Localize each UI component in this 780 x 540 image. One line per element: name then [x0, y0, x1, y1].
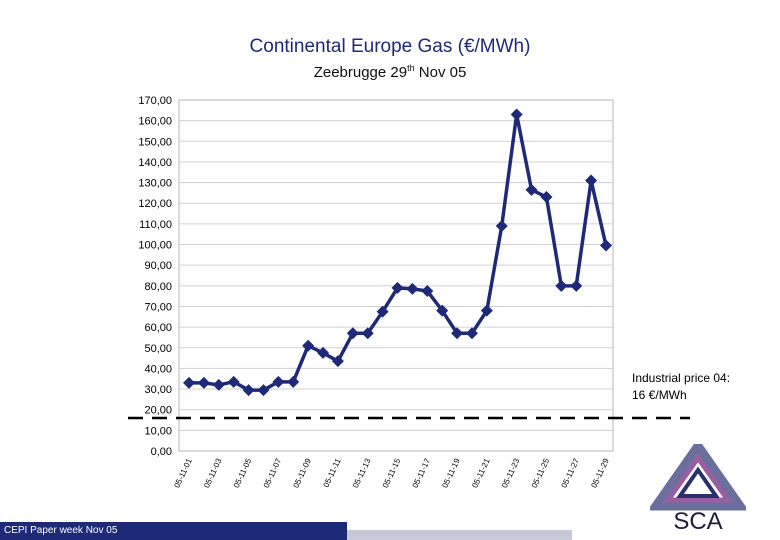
y-tick-label: 90,00 — [144, 260, 172, 272]
y-tick-label: 10,00 — [144, 425, 172, 437]
footer-text: CEPI Paper week Nov 05 — [4, 525, 118, 536]
data-point — [421, 284, 434, 297]
x-tick-label: 05-11-01 — [172, 457, 194, 490]
x-tick-label: 05-11-11 — [322, 457, 343, 489]
y-tick-label: 60,00 — [144, 322, 172, 334]
y-tick-label: 170,00 — [138, 95, 172, 107]
data-point — [183, 376, 195, 389]
x-tick-label: 05-11-25 — [530, 457, 552, 490]
data-point — [451, 327, 464, 340]
sca-logo-text: SCA — [673, 508, 722, 532]
data-point — [436, 304, 449, 317]
x-tick-label: 05-11-29 — [589, 457, 611, 490]
y-tick-label: 30,00 — [144, 384, 172, 396]
data-point — [585, 174, 598, 187]
y-axis-ticks: 0,00 10,00 20,00 30,00 40,00 50,00 60,00 70,00 8… — [138, 95, 172, 458]
grid-lines — [179, 120, 613, 431]
plot-frame — [178, 99, 614, 452]
subtitle-sup: th — [407, 63, 415, 73]
y-tick-label: 140,00 — [138, 157, 172, 169]
annotation-line-1: Industrial price 04: — [632, 371, 731, 385]
data-point — [525, 183, 538, 196]
y-tick-label: 70,00 — [144, 301, 172, 313]
data-point — [495, 219, 508, 232]
chart-subtitle: Zeebrugge 29th Nov 05 — [0, 63, 780, 81]
data-point — [361, 327, 374, 340]
footer-bar — [0, 522, 347, 540]
data-point — [257, 384, 270, 397]
data-point — [570, 279, 583, 292]
data-point — [197, 376, 210, 389]
data-point — [242, 384, 255, 397]
data-point — [272, 375, 285, 388]
y-tick-label: 20,00 — [144, 405, 172, 417]
data-point — [346, 327, 359, 340]
x-tick-label: 05-11-03 — [202, 457, 224, 490]
data-point — [600, 239, 612, 252]
industrial-price-annotation: Industrial price 04: 16 €/MWh — [632, 370, 730, 404]
x-tick-label: 05-11-05 — [232, 457, 254, 490]
y-tick-label: 80,00 — [144, 281, 172, 293]
x-tick-label: 05-11-17 — [411, 457, 433, 490]
x-tick-label: 05-11-15 — [381, 457, 403, 490]
data-point — [331, 355, 344, 368]
data-point — [540, 191, 553, 204]
x-tick-label: 05-11-09 — [292, 457, 314, 490]
data-point — [302, 339, 315, 352]
x-axis-ticks: 05-11-01 05-11-03 05-11-05 05-11-07 05-11-09… — [172, 457, 611, 490]
subtitle-main: Zeebrugge 29 — [313, 64, 408, 81]
y-tick-label: 40,00 — [144, 363, 172, 375]
data-point — [227, 375, 240, 388]
y-tick-label: 110,00 — [139, 219, 172, 231]
y-tick-label: 0,00 — [151, 446, 172, 458]
data-point — [406, 282, 419, 295]
data-point — [317, 346, 330, 359]
data-point — [465, 327, 478, 340]
x-tick-label: 05-11-27 — [560, 457, 582, 490]
annotation-line-2: 16 €/MWh — [632, 388, 687, 402]
y-tick-label: 50,00 — [144, 343, 172, 355]
x-tick-label: 05-11-19 — [440, 457, 462, 490]
x-tick-label: 05-11-21 — [470, 457, 492, 490]
x-tick-label: 05-11-23 — [500, 457, 522, 490]
y-tick-label: 120,00 — [138, 198, 172, 210]
data-point — [555, 279, 568, 292]
data-point — [376, 305, 389, 318]
y-tick-label: 150,00 — [138, 136, 172, 148]
data-point — [212, 378, 225, 391]
y-tick-label: 160,00 — [138, 116, 172, 128]
data-point — [480, 304, 493, 317]
sca-logo: SCA — [650, 444, 746, 532]
footer-bar-accent — [347, 530, 572, 540]
x-tick-label: 05-11-13 — [351, 457, 373, 490]
series-group — [183, 108, 612, 397]
data-point — [391, 281, 404, 294]
data-point — [287, 375, 300, 388]
chart-title: Continental Europe Gas (€/MWh) — [249, 36, 531, 57]
subtitle-end: Nov 05 — [414, 64, 467, 81]
y-tick-label: 130,00 — [138, 178, 172, 190]
data-point — [510, 108, 523, 121]
x-tick-label: 05-11-07 — [262, 457, 284, 490]
y-tick-label: 100,00 — [138, 240, 172, 252]
